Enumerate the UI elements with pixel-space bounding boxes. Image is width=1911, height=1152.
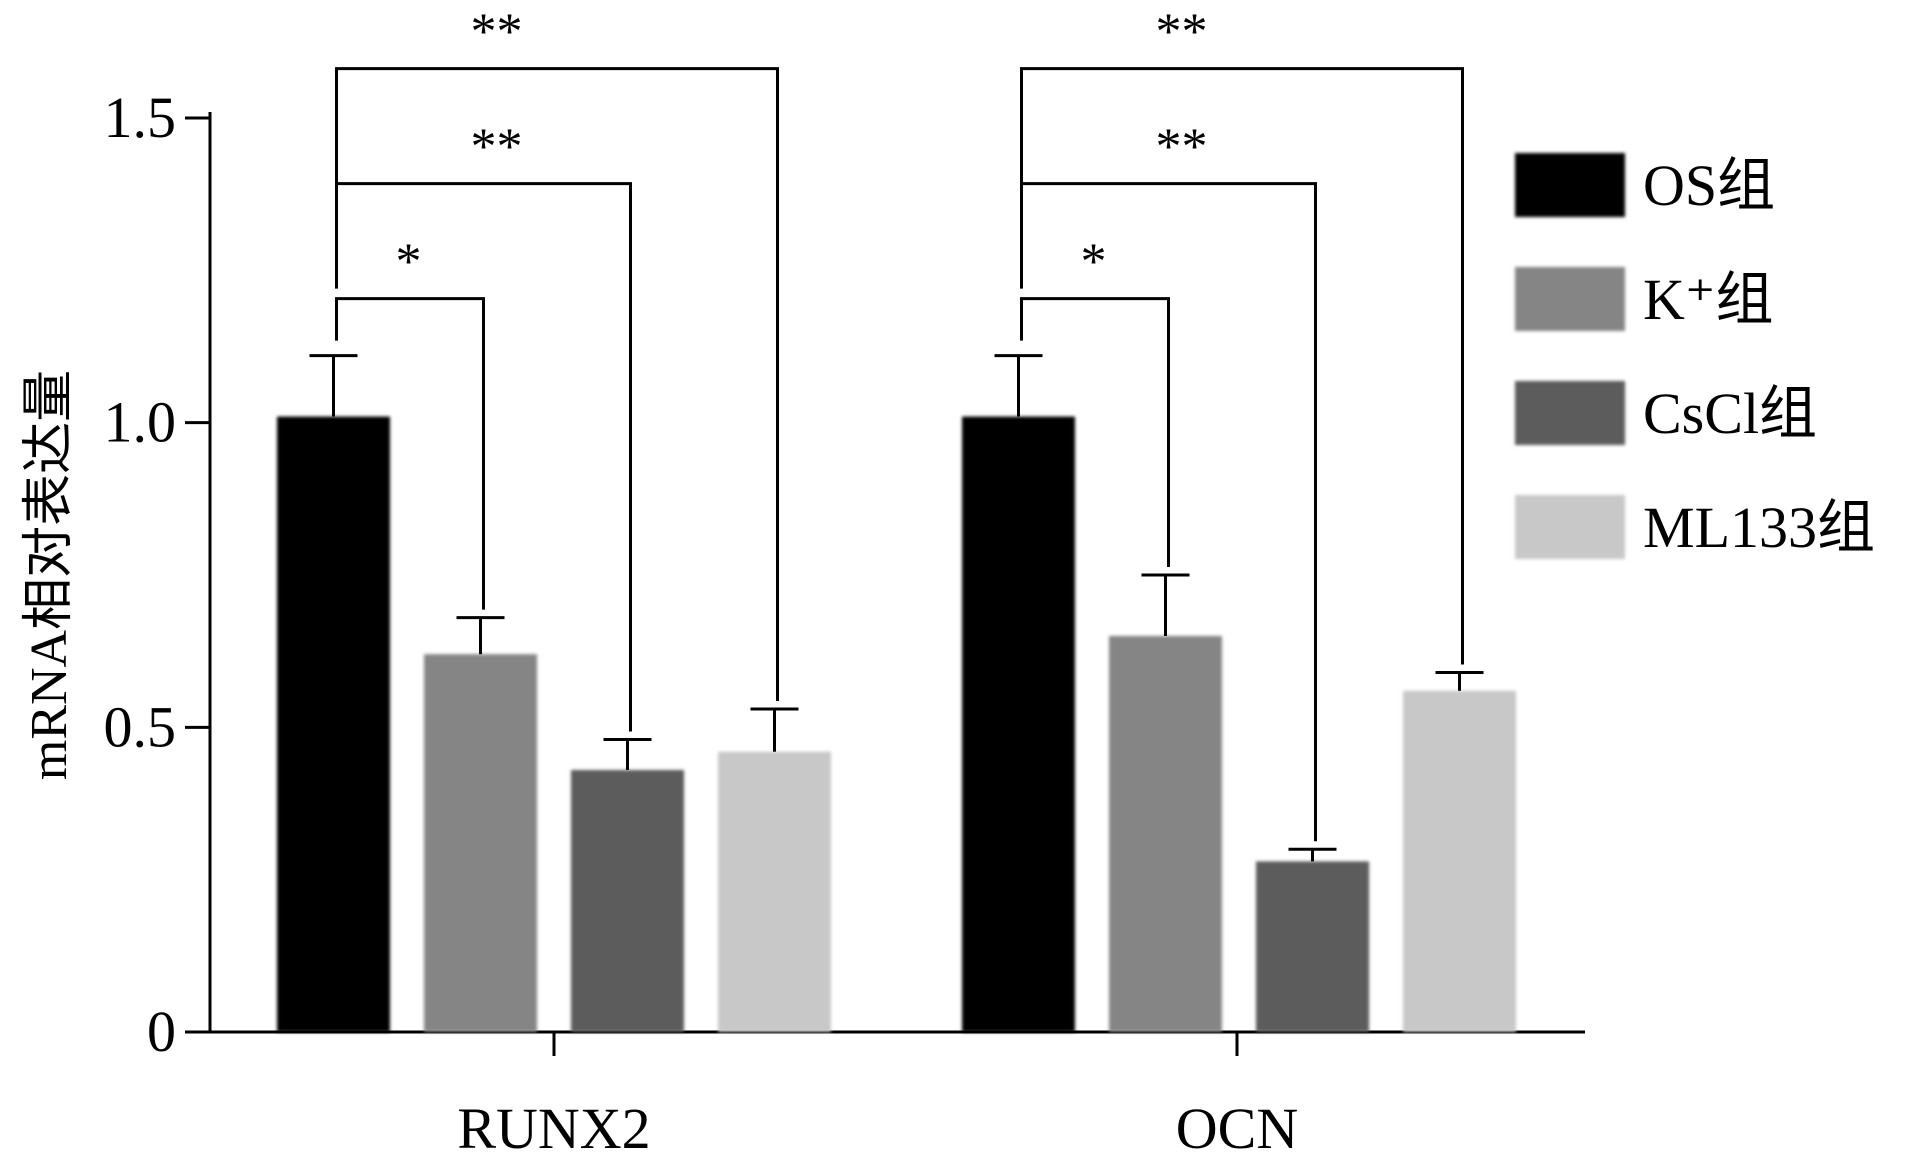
legend-swatch [1515,153,1625,217]
error-bars [309,354,1484,862]
significance-label: ** [1156,4,1208,61]
y-axis-label: mRNA相对表达量 [21,370,78,780]
bar [424,654,537,1032]
bar [1403,690,1516,1032]
legend-label: ML133组 [1643,495,1875,560]
significance-label: * [1081,234,1107,291]
legend-swatch [1515,495,1625,559]
significance-label: ** [1156,119,1208,176]
significance-bracket [1020,297,1170,567]
y-tick-label: 0 [147,999,176,1064]
bar [1109,635,1222,1032]
bar [962,416,1075,1032]
legend: OS组 K⁺组 CsCl组 ML133组 [1515,153,1875,560]
legend-label: CsCl组 [1643,381,1817,446]
y-tick-label: 1.0 [104,390,177,455]
significance-bracket [335,297,485,610]
significance-label: ** [471,4,523,61]
y-tick-label: 1.5 [104,85,177,150]
x-tick-label: OCN [1176,1096,1298,1152]
legend-label: K⁺组 [1643,267,1774,332]
x-tick-label: RUNX2 [457,1096,650,1152]
legend-swatch [1515,381,1625,445]
significance-label: ** [471,119,523,176]
significance-brackets: ********** [335,4,1464,842]
significance-label: * [396,234,422,291]
legend-swatch [1515,267,1625,331]
y-tick-label: 0.5 [104,694,177,759]
bars [277,416,1516,1032]
bar [571,769,684,1032]
bar [277,416,390,1032]
significance-bracket [335,67,779,702]
legend-label: OS组 [1643,153,1775,218]
bar [1256,861,1369,1032]
significance-bracket [1020,67,1464,665]
axes: 0 0.5 1.0 1.5 mRNA相对表达量 RUNX2 OCN [21,85,1585,1152]
bar [718,751,831,1032]
